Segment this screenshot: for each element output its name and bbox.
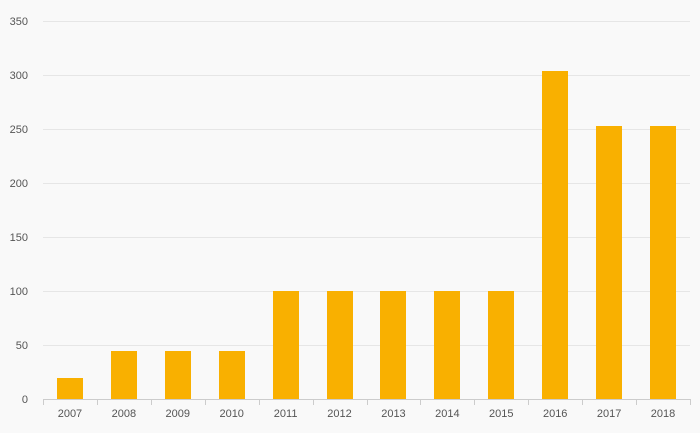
bar-2008 — [111, 351, 137, 399]
x-tick-label: 2014 — [435, 408, 459, 420]
y-tick-label: 150 — [10, 232, 28, 244]
y-tick-label: 0 — [22, 394, 28, 406]
x-tick-label: 2018 — [651, 408, 675, 420]
x-tick-label: 2013 — [381, 408, 405, 420]
y-tick-label: 100 — [10, 286, 28, 298]
bar-2011 — [273, 291, 299, 399]
gridlines — [43, 21, 690, 346]
x-tick-label: 2007 — [58, 408, 82, 420]
bar-2016 — [542, 71, 568, 399]
bar-2013 — [380, 291, 406, 399]
x-tick-label: 2008 — [112, 408, 136, 420]
x-tick-label: 2011 — [274, 408, 298, 420]
bar-2014 — [434, 291, 460, 399]
bar-2010 — [219, 351, 245, 399]
x-tick-label: 2010 — [219, 408, 243, 420]
y-tick-label: 300 — [10, 70, 28, 82]
bar-2009 — [165, 351, 191, 399]
bar-2017 — [596, 126, 622, 399]
y-tick-label: 350 — [10, 16, 28, 28]
x-tick-label: 2012 — [327, 408, 351, 420]
bar-2007 — [57, 378, 83, 399]
y-tick-label: 200 — [10, 178, 28, 190]
y-tick-label: 50 — [16, 340, 28, 352]
bar-2018 — [650, 126, 676, 399]
bar-2012 — [327, 291, 353, 399]
axes: 0 50 100 150 200 250 300 350 2007 2008 2009 2010 201… — [10, 16, 691, 420]
bars — [57, 71, 676, 399]
x-tick-label: 2016 — [543, 408, 567, 420]
y-tick-label: 250 — [10, 124, 28, 136]
x-tick-label: 2017 — [597, 408, 621, 420]
x-tick-label: 2009 — [166, 408, 190, 420]
x-tick-label: 2015 — [489, 408, 513, 420]
bar-2015 — [488, 291, 514, 399]
